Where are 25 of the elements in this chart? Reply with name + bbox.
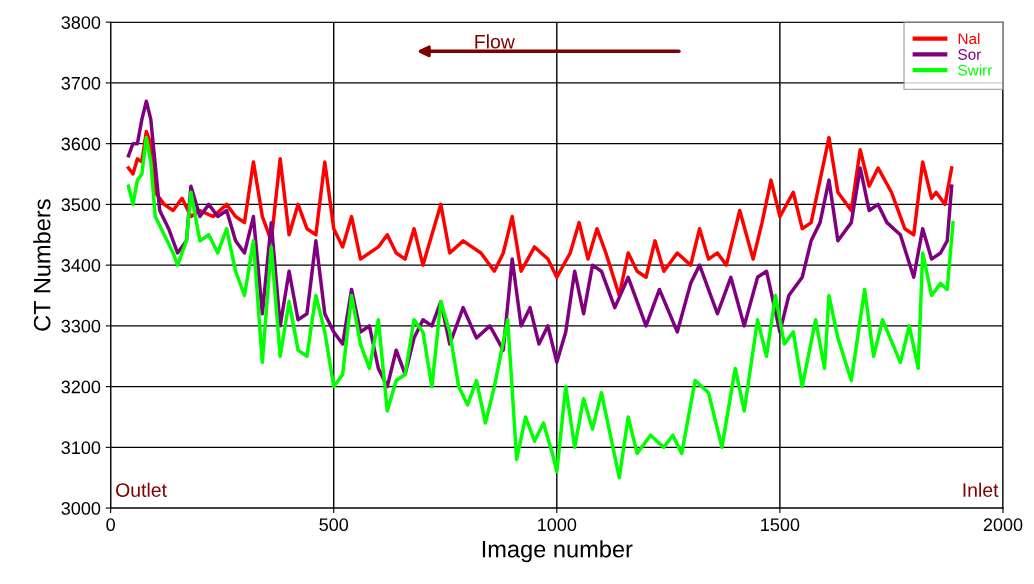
line-series (126, 99, 954, 389)
x-tick-label: 1500 (761, 518, 800, 532)
y-tick-label: 3100 (61, 441, 101, 455)
annotation: Inlet (963, 482, 999, 497)
x-tick-label: 0 (106, 518, 115, 532)
y-tick-label: 3600 (61, 137, 101, 151)
y-tick-label: 3000 (61, 502, 101, 515)
y-tick-label: 3400 (61, 259, 101, 272)
annotation: Flow (475, 34, 515, 49)
x-axis-title: Image number (482, 540, 633, 563)
line-series (126, 135, 955, 480)
legend-label: Sor (958, 49, 982, 60)
y-tick-label: 3200 (61, 380, 101, 394)
annotation: Outlet (116, 482, 167, 497)
y-tick-label: 3500 (61, 198, 101, 212)
x-tick-label: 2000 (983, 518, 1023, 532)
line-series (126, 129, 954, 298)
legend-label: Swirr (958, 64, 993, 76)
legend-label: Nal (958, 32, 980, 45)
y-tick-label: 3800 (61, 16, 101, 29)
y-tick-label: 3300 (61, 319, 101, 333)
x-tick-label: 1000 (538, 518, 577, 532)
y-axis-title: CT Numbers (33, 199, 51, 331)
x-tick-label: 500 (319, 518, 349, 532)
y-tick-label: 3700 (61, 76, 101, 90)
